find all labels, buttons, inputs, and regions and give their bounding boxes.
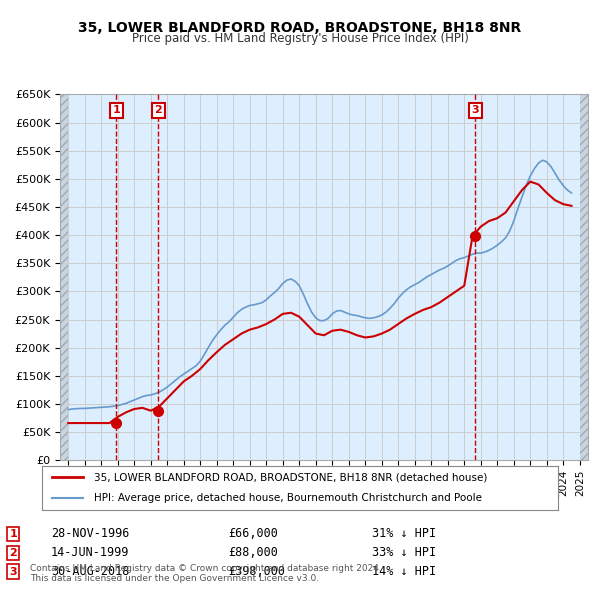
Text: 2: 2 <box>10 548 17 558</box>
Text: 14-JUN-1999: 14-JUN-1999 <box>51 546 130 559</box>
Text: 1: 1 <box>10 529 17 539</box>
Bar <box>580 94 588 460</box>
Text: £398,000: £398,000 <box>228 565 285 578</box>
Text: £88,000: £88,000 <box>228 546 278 559</box>
Text: 30-AUG-2018: 30-AUG-2018 <box>51 565 130 578</box>
Text: £66,000: £66,000 <box>228 527 278 540</box>
Text: 35, LOWER BLANDFORD ROAD, BROADSTONE, BH18 8NR: 35, LOWER BLANDFORD ROAD, BROADSTONE, BH… <box>79 21 521 35</box>
Text: Contains HM Land Registry data © Crown copyright and database right 2024.
This d: Contains HM Land Registry data © Crown c… <box>30 563 382 583</box>
Text: 3: 3 <box>472 106 479 116</box>
Text: 35, LOWER BLANDFORD ROAD, BROADSTONE, BH18 8NR (detached house): 35, LOWER BLANDFORD ROAD, BROADSTONE, BH… <box>94 472 487 482</box>
Text: 1: 1 <box>112 106 120 116</box>
Text: 28-NOV-1996: 28-NOV-1996 <box>51 527 130 540</box>
Text: 2: 2 <box>154 106 162 116</box>
Text: Price paid vs. HM Land Registry's House Price Index (HPI): Price paid vs. HM Land Registry's House … <box>131 32 469 45</box>
Bar <box>60 94 68 460</box>
Text: 33% ↓ HPI: 33% ↓ HPI <box>372 546 436 559</box>
Text: 31% ↓ HPI: 31% ↓ HPI <box>372 527 436 540</box>
Text: HPI: Average price, detached house, Bournemouth Christchurch and Poole: HPI: Average price, detached house, Bour… <box>94 493 482 503</box>
Text: 14% ↓ HPI: 14% ↓ HPI <box>372 565 436 578</box>
Text: 3: 3 <box>10 567 17 576</box>
